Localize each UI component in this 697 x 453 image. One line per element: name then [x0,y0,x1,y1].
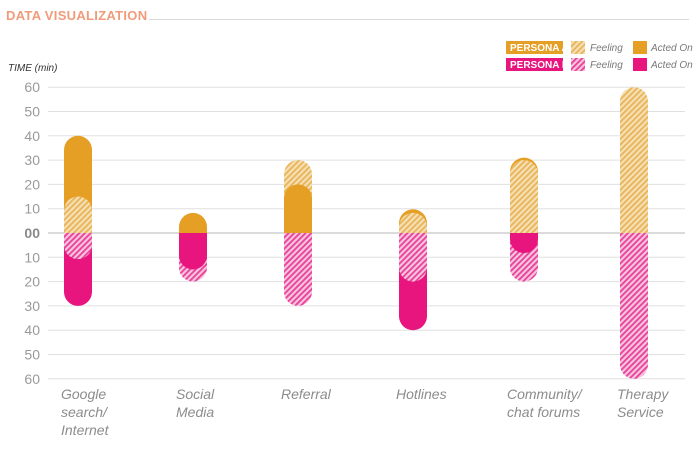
y-tick-label: 10 [24,249,40,265]
header-divider [149,19,689,20]
legend-persona-name: PERSONA B [510,60,569,71]
bar-persona-b-feeling [284,233,312,306]
y-tick-label: 60 [24,79,40,95]
bar-persona-a-feeling [510,160,538,233]
bar-persona-b-feeling [64,233,92,260]
x-category-label: Community/chat forums [507,386,584,420]
bar-persona-a-acted [179,212,207,233]
bar-persona-b-feeling [620,233,648,379]
y-tick-label: 30 [24,152,40,168]
y-tick-label: 10 [24,201,40,217]
legend-acted-label: Acted On [650,60,693,71]
legend-feeling-label: Feeling [590,60,623,71]
legend-persona-a-swatch [506,41,563,54]
bar-persona-a-feeling [620,87,648,233]
legend-acted-label: Acted On [650,43,693,54]
header: DATA VISUALIZATION [6,6,691,28]
legend-acted-swatch [633,41,647,54]
y-tick-label: 50 [24,104,40,120]
y-tick-label: 30 [24,298,40,314]
page-title: DATA VISUALIZATION [6,8,148,23]
y-axis-title: TIME (min) [8,63,57,74]
legend: PERSONA A Feeling Acted On PERSONA B Feeling… [506,41,693,71]
legend-feeling-swatch [571,41,585,54]
legend-acted-swatch [633,58,647,71]
legend-persona-b-swatch [506,58,563,71]
bars [64,87,648,379]
y-tick-label: 40 [24,128,40,144]
bar-persona-a-feeling [399,212,427,233]
y-tick-label: 50 [24,347,40,363]
bar-persona-b-acted [510,233,538,254]
legend-persona-name: PERSONA A [510,43,569,54]
bar-persona-a-acted [284,184,312,233]
x-category-label: Therapy Service [617,386,669,420]
bar-persona-b-acted [179,233,207,270]
x-category-label: Social Media [176,386,215,420]
grid [48,86,685,380]
x-category-label: Referral [281,386,332,402]
bar-persona-a-feeling [64,196,92,233]
x-category-label: Google search/Internet [61,386,110,438]
bar-persona-b-feeling [399,233,427,282]
legend-feeling-swatch [571,58,585,71]
labels: 60 50 40 30 20 10 00 10 20 30 40 50 60 TIME (min) Goog… [8,63,669,438]
y-tick-label: 20 [24,274,40,290]
legend-feeling-label: Feeling [590,43,623,54]
y-tick-label: 60 [24,371,40,387]
y-tick-label: 00 [24,225,40,241]
y-tick-label: 40 [24,322,40,338]
y-tick-label: 20 [24,176,40,192]
x-category-label: Hotlines [396,386,447,402]
